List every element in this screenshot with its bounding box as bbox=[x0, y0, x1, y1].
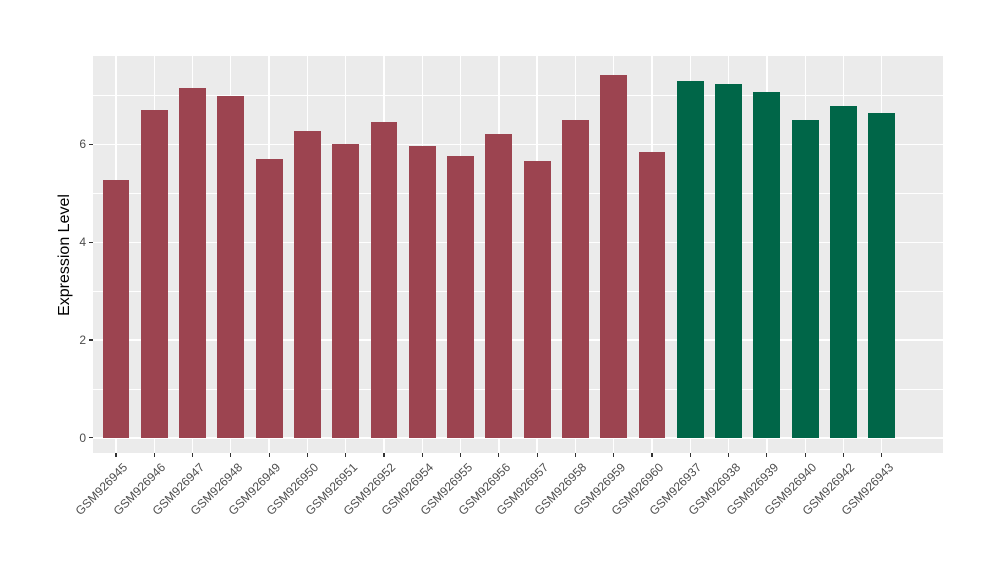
bar-GSM926940 bbox=[791, 119, 819, 438]
x-tick bbox=[459, 453, 462, 457]
bar-GSM926939 bbox=[753, 91, 781, 438]
h-gridline-major bbox=[93, 241, 943, 244]
bar-GSM926947 bbox=[179, 88, 206, 438]
bar-GSM926951 bbox=[332, 143, 360, 438]
x-tick bbox=[268, 453, 270, 457]
h-gridline-minor bbox=[93, 95, 943, 96]
y-tick-label: 6 bbox=[79, 137, 86, 152]
bar-GSM926946 bbox=[140, 110, 168, 438]
bar-GSM926959 bbox=[600, 75, 628, 438]
y-tick-label: 0 bbox=[79, 430, 86, 445]
y-tick-label: 4 bbox=[79, 235, 86, 250]
x-tick bbox=[383, 453, 385, 457]
bar-GSM926958 bbox=[562, 120, 589, 438]
x-tick bbox=[498, 453, 500, 457]
x-tick bbox=[230, 453, 232, 457]
x-tick bbox=[115, 453, 117, 457]
x-tick bbox=[345, 453, 347, 457]
h-gridline-major bbox=[93, 339, 943, 341]
y-tick bbox=[89, 143, 93, 146]
x-tick bbox=[842, 453, 845, 457]
plot-panel bbox=[93, 56, 943, 453]
x-tick bbox=[153, 453, 155, 457]
x-tick bbox=[727, 453, 730, 457]
x-tick bbox=[536, 453, 538, 457]
bar-GSM926937 bbox=[676, 80, 704, 438]
bar-GSM926943 bbox=[868, 112, 896, 438]
bar-GSM926948 bbox=[217, 95, 245, 438]
x-tick bbox=[306, 453, 308, 457]
bar-GSM926955 bbox=[447, 156, 474, 438]
bar-GSM926938 bbox=[715, 83, 742, 438]
x-tick bbox=[689, 453, 691, 457]
y-tick bbox=[89, 241, 93, 243]
h-gridline-minor bbox=[93, 290, 943, 292]
bar-GSM926956 bbox=[485, 134, 513, 438]
y-tick-label: 2 bbox=[79, 333, 86, 348]
y-tick bbox=[89, 437, 93, 439]
bar-GSM926949 bbox=[255, 158, 283, 438]
h-gridline-major bbox=[93, 143, 943, 146]
bar-GSM926942 bbox=[830, 106, 857, 438]
x-tick bbox=[651, 453, 653, 457]
bar-GSM926957 bbox=[523, 160, 551, 438]
h-gridline-minor bbox=[93, 192, 943, 194]
x-tick bbox=[766, 453, 768, 457]
bar-GSM926960 bbox=[638, 151, 666, 438]
x-tick bbox=[881, 453, 883, 457]
h-gridline-minor bbox=[93, 388, 943, 390]
x-tick bbox=[804, 453, 806, 457]
x-tick bbox=[613, 453, 615, 457]
x-tick bbox=[421, 453, 423, 457]
x-tick bbox=[574, 453, 577, 457]
x-tick bbox=[191, 453, 194, 457]
y-tick bbox=[89, 339, 93, 341]
h-gridline-major bbox=[93, 437, 943, 439]
bar-GSM926950 bbox=[294, 131, 321, 438]
bar-GSM926945 bbox=[102, 180, 130, 438]
bar-GSM926952 bbox=[370, 122, 398, 438]
bar-GSM926954 bbox=[408, 145, 436, 438]
